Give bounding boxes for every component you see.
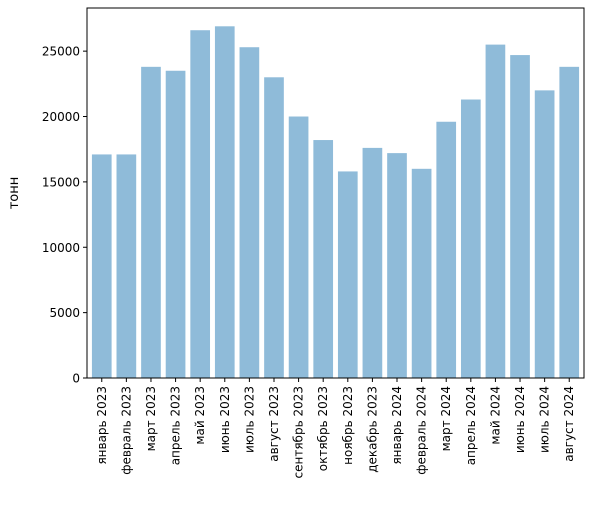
x-tick-label-18: июль 2024	[538, 386, 552, 453]
bar-11	[363, 148, 383, 378]
bar-17	[510, 55, 530, 378]
x-tick-label-9: октябрь 2023	[316, 386, 330, 471]
bar-8	[289, 117, 309, 378]
x-tick-label-2: март 2023	[144, 386, 158, 451]
x-tick-label-1: февраль 2023	[119, 386, 133, 475]
x-tick-label-14: март 2024	[439, 386, 453, 451]
bars-group	[92, 26, 579, 378]
bar-6	[240, 47, 260, 378]
x-tick-label-12: январь 2024	[390, 386, 404, 465]
x-tick-label-19: август 2024	[562, 386, 576, 462]
bar-18	[535, 90, 555, 378]
bar-0	[92, 154, 112, 378]
bar-7	[264, 77, 284, 378]
y-tick-label-1: 5000	[49, 306, 80, 320]
plot-frame	[87, 8, 584, 378]
x-axis-ticks: январь 2023 февраль 2023 март 2023 апрель 2…	[95, 378, 576, 478]
x-tick-label-7: август 2023	[267, 386, 281, 462]
y-axis-label: тонн	[7, 177, 22, 210]
bar-14	[436, 122, 456, 378]
bar-12	[387, 153, 407, 378]
x-tick-label-11: декабрь 2023	[365, 386, 379, 473]
x-tick-label-6: июль 2023	[242, 386, 256, 453]
x-tick-label-16: май 2024	[488, 386, 502, 445]
y-axis-ticks: 0 5000 10000 15000 20000 25000	[42, 45, 87, 386]
x-tick-label-4: май 2023	[193, 386, 207, 445]
y-tick-label-5: 25000	[42, 45, 80, 59]
bar-5	[215, 26, 235, 378]
bar-9	[313, 140, 333, 378]
x-tick-label-3: апрель 2023	[169, 386, 183, 465]
y-tick-label-2: 10000	[42, 241, 80, 255]
bar-13	[412, 169, 432, 378]
x-tick-label-10: ноябрь 2023	[341, 386, 355, 465]
y-tick-label-4: 20000	[42, 110, 80, 124]
x-tick-label-0: январь 2023	[95, 386, 109, 465]
bar-15	[461, 100, 481, 378]
y-tick-label-3: 15000	[42, 175, 80, 189]
bar-3	[166, 71, 186, 378]
y-tick-label-0: 0	[72, 372, 80, 386]
bar-2	[141, 67, 161, 378]
bar-16	[486, 45, 506, 378]
x-tick-label-8: сентябрь 2023	[292, 386, 306, 478]
bar-1	[117, 154, 137, 378]
x-tick-label-15: апрель 2024	[464, 386, 478, 465]
bar-19	[559, 67, 579, 378]
x-tick-label-17: июнь 2024	[513, 386, 527, 453]
x-tick-label-5: июнь 2023	[218, 386, 232, 453]
bar-4	[190, 30, 210, 378]
bar-10	[338, 171, 358, 378]
x-tick-label-13: февраль 2024	[415, 386, 429, 475]
